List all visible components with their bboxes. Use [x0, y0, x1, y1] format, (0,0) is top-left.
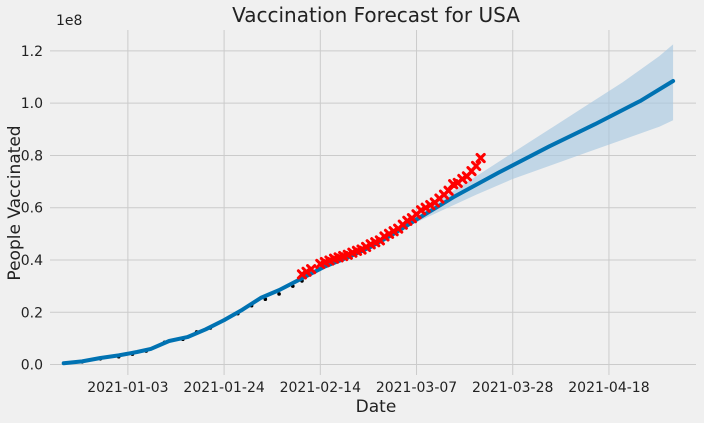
uncertainty-band: [402, 44, 674, 229]
x-tick-labels: 2021-01-03 2021-01-24 2021-02-14 2021-03-07…: [87, 380, 649, 396]
test-point: [306, 264, 317, 275]
y-tick-label: 0.0: [21, 358, 43, 374]
observed-test-points: [296, 152, 486, 280]
test-point: [475, 152, 486, 164]
x-tick-label: 2021-03-07: [376, 380, 457, 396]
x-tick-label: 2021-03-28: [472, 380, 553, 396]
chart-title: Vaccination Forecast for USA: [232, 3, 520, 27]
x-axis-label: Date: [356, 397, 397, 417]
plot-area-background: [50, 30, 696, 375]
train-point: [277, 292, 281, 296]
y-tick-label: 0.2: [21, 305, 43, 321]
x-tick-label: 2021-01-03: [87, 380, 168, 396]
y-tick-label: 0.6: [21, 201, 43, 217]
y-axis-label: People Vaccinated: [5, 125, 25, 280]
y-tick-label: 1.0: [21, 96, 43, 112]
forecast-line: [61, 79, 676, 366]
interval-band: [402, 44, 674, 229]
x-tick-label: 2021-02-14: [280, 380, 361, 396]
y-tick-label: 0.8: [21, 148, 43, 164]
forecast-polyline: [61, 79, 676, 366]
x-tick-label: 2021-01-24: [183, 380, 264, 396]
test-point: [470, 160, 482, 172]
y-offset-label: 1e8: [56, 13, 82, 29]
y-tick-label: 0.4: [21, 253, 43, 269]
grid: [50, 30, 696, 375]
y-tick-label: 1.2: [21, 44, 43, 60]
y-tick-labels: 0.0 0.2 0.4 0.6 0.8 1.0 1.2: [21, 44, 43, 374]
x-tick-label: 2021-04-18: [568, 380, 649, 396]
